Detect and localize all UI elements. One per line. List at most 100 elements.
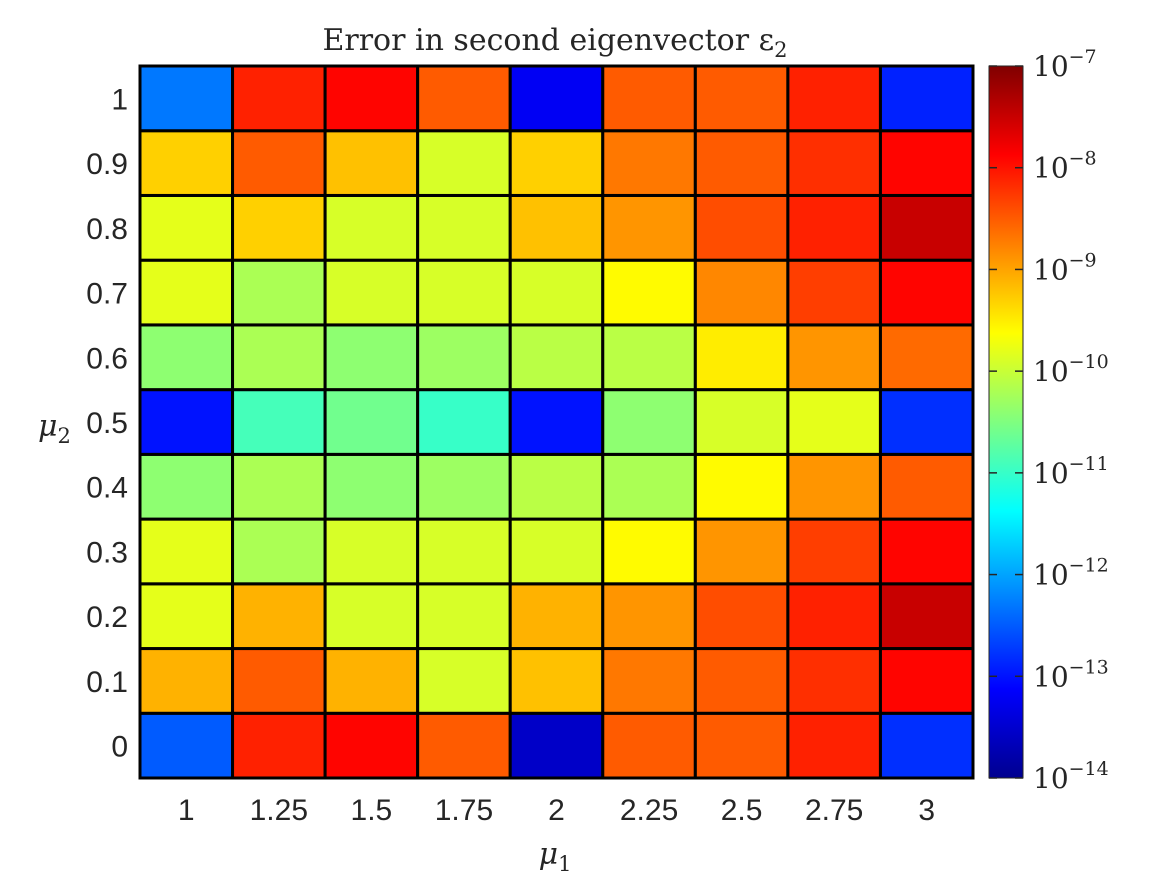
heatmap-cell (786, 193, 882, 262)
colorbar-tick-label: 10−10 (1033, 351, 1109, 388)
heatmap-cell (231, 129, 327, 197)
heatmap-cell (323, 323, 420, 392)
y-axis-label-subscript: 2 (58, 424, 71, 448)
heatmap-cell (601, 129, 697, 197)
heatmap-cell (231, 258, 327, 327)
heatmap-cell (601, 582, 697, 651)
heatmap-cell (878, 711, 975, 780)
heatmap-cell (601, 388, 697, 456)
colorbar-tick-label: 10−9 (1033, 249, 1097, 286)
heatmap-cell (416, 582, 512, 651)
heatmap-cell (323, 517, 420, 586)
heatmap-cell (231, 193, 327, 262)
heatmap-cell (323, 582, 420, 651)
heatmap-cell (878, 647, 975, 715)
heatmap-cell (508, 64, 605, 133)
heatmap-cell (416, 647, 512, 715)
heatmap-cell (693, 517, 790, 586)
heatmap-cell (693, 64, 790, 133)
heatmap-cell (231, 647, 327, 715)
heatmap-cell (508, 711, 605, 780)
heatmap-cell (138, 452, 235, 521)
heatmap-cell (138, 647, 235, 715)
colorbar-ticks: 10−14 10−13 10−12 10−11 10−10 10−9 10−8 10−7 (989, 46, 1109, 795)
heatmap-cell (231, 452, 327, 521)
heatmap-cell (231, 323, 327, 392)
heatmap-cell (878, 64, 975, 133)
heatmap-cell (786, 323, 882, 392)
heatmap-cell (786, 452, 882, 521)
heatmap-cell (878, 129, 975, 197)
heatmap-cell (508, 452, 605, 521)
x-tick-label: 1.5 (351, 794, 393, 827)
heatmap-cell (601, 517, 697, 586)
x-tick-label: 2.5 (721, 794, 763, 827)
heatmap-cell (138, 193, 235, 262)
heatmap-cell (786, 129, 882, 197)
heatmap-cell (601, 258, 697, 327)
y-tick-labels: 0 0.1 0.2 0.3 0.4 0.5 0.6 0.7 0.8 0.9 1 (86, 83, 128, 763)
heatmap-cell (323, 388, 420, 456)
x-tick-label: 1.25 (250, 794, 308, 827)
heatmap-cell (693, 129, 790, 197)
heatmap-cell (878, 193, 975, 262)
heatmap-cell (693, 582, 790, 651)
heatmap-cell (416, 193, 512, 262)
colorbar-tick-label: 10−11 (1033, 453, 1109, 490)
heatmap-cell (416, 64, 512, 133)
heatmap-cell (323, 711, 420, 780)
heatmap-cell (416, 517, 512, 586)
heatmap-cell (693, 193, 790, 262)
chart-title: Error in second eigenvector ε2 (322, 23, 787, 62)
heatmap-cell (138, 258, 235, 327)
title-subscript: 2 (774, 38, 787, 62)
colorbar-tick-label: 10−14 (1033, 758, 1109, 795)
x-tick-label: 1 (178, 794, 195, 827)
y-tick-label: 1 (111, 83, 128, 116)
heatmap-cell (323, 64, 420, 133)
heatmap-cell (786, 388, 882, 456)
heatmap-cell (138, 517, 235, 586)
heatmap-cell (508, 323, 605, 392)
colorbar-tick-label: 10−12 (1033, 555, 1109, 592)
heatmap-cell (231, 388, 327, 456)
heatmap-cell (323, 129, 420, 197)
y-tick-label: 0 (111, 731, 128, 764)
heatmap-cell (878, 452, 975, 521)
y-tick-label: 0.5 (86, 407, 128, 440)
heatmap-cell (601, 193, 697, 262)
y-axis-label: μ2 (38, 409, 71, 448)
heatmap-cell (416, 388, 512, 456)
heatmap-cell (138, 582, 235, 651)
heatmap-cell (323, 258, 420, 327)
heatmap-cell (786, 711, 882, 780)
x-tick-label: 3 (918, 794, 935, 827)
x-tick-labels: 1 1.25 1.5 1.75 2 2.25 2.5 2.75 3 (178, 794, 935, 827)
heatmap-cell (231, 517, 327, 586)
y-tick-label: 0.1 (86, 666, 128, 699)
heatmap-cell (693, 258, 790, 327)
y-tick-label: 0.2 (86, 601, 128, 634)
heatmap-cell (878, 323, 975, 392)
y-tick-label: 0.4 (86, 472, 128, 505)
x-tick-label: 2.25 (620, 794, 678, 827)
heatmap-cell (323, 647, 420, 715)
heatmap-cell (508, 582, 605, 651)
heatmap-cell (693, 711, 790, 780)
y-tick-label: 0.6 (86, 342, 128, 375)
heatmap-cell (508, 647, 605, 715)
heatmap-cell (231, 582, 327, 651)
heatmap-cell (601, 711, 697, 780)
colorbar (988, 65, 1024, 779)
colorbar-tick-label: 10−8 (1033, 148, 1097, 185)
heatmap-cell (601, 452, 697, 521)
heatmap-cell (601, 323, 697, 392)
heatmap-cell (231, 711, 327, 780)
heatmap-cell (508, 517, 605, 586)
heatmap-cell (786, 258, 882, 327)
heatmap-cell (786, 582, 882, 651)
x-axis-label-subscript: 1 (558, 852, 571, 875)
colorbar-tick-label: 10−7 (1033, 46, 1097, 83)
heatmap-cell (416, 129, 512, 197)
heatmap-cell (416, 711, 512, 780)
